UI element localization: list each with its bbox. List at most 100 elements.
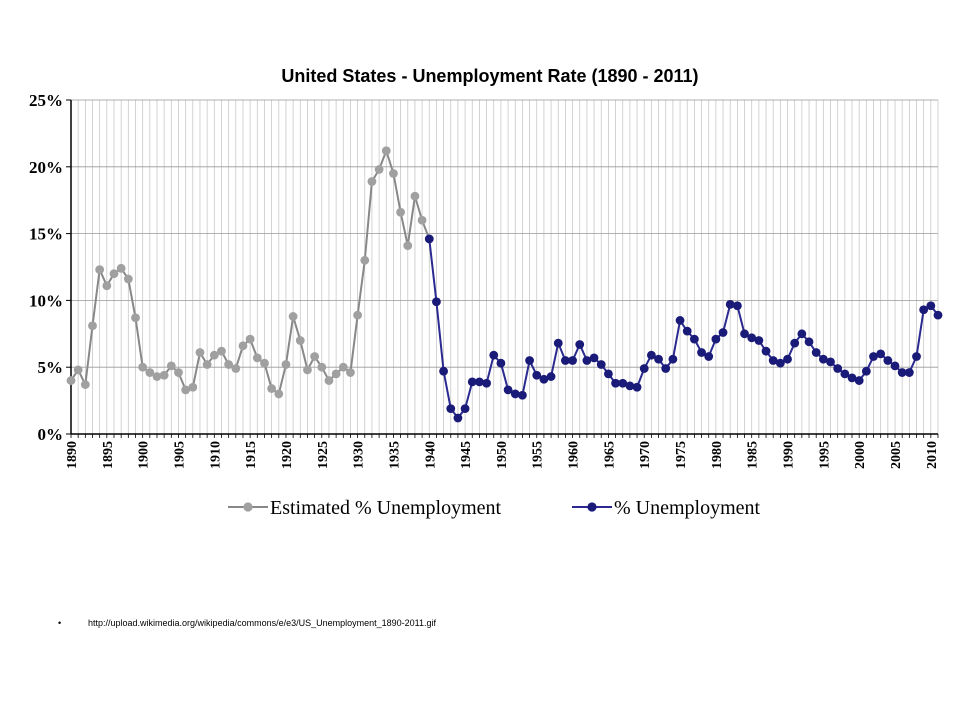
data-point-actual [439,366,448,376]
data-point-estimated [224,360,234,369]
data-point-actual [675,316,685,325]
data-point-actual [525,356,534,365]
data-point-actual [826,357,835,367]
data-point-actual [518,390,527,400]
data-point-estimated [159,370,169,380]
x-tick-label: 1960 [567,441,582,469]
data-point-estimated [181,385,191,395]
legend-swatch-actual-marker [587,502,597,512]
data-point-actual [539,374,549,384]
x-tick-label: 1900 [137,441,152,469]
data-point-estimated [188,382,198,392]
data-point-actual [790,338,800,348]
data-point-estimated [102,281,112,291]
data-point-estimated [80,380,90,389]
data-point-actual [818,354,828,364]
y-tick-label: 10% [29,291,63,310]
legend: Estimated % Unemployment % Unemployment [228,497,761,519]
data-point-actual [840,369,850,379]
data-point-estimated [360,255,370,265]
data-point-estimated [353,310,363,320]
x-tick-label: 1995 [817,441,832,469]
data-point-actual [912,352,921,361]
x-tick-label: 1985 [746,441,761,469]
data-point-actual [775,358,785,368]
data-point-actual [883,356,893,365]
data-point-estimated [274,389,284,399]
data-point-actual [467,377,477,387]
data-point-estimated [303,365,312,375]
footnote-bullet: • [58,618,62,628]
data-point-actual [926,301,936,311]
data-point-actual [919,305,929,315]
data-point-estimated [217,346,226,356]
data-point-actual [697,348,706,357]
data-point-actual [424,234,434,244]
x-tick-label: 2010 [925,441,940,469]
data-point-actual [682,326,692,336]
x-tick-label: 1935 [387,441,402,469]
data-point-actual [654,354,663,364]
y-tick-label: 0% [38,425,64,444]
data-point-actual [489,350,499,360]
data-point-actual [475,377,484,387]
data-point-estimated [138,362,148,372]
data-point-estimated [331,369,341,379]
data-point-estimated [281,360,291,369]
data-series [66,146,943,423]
data-point-estimated [95,265,105,275]
legend-label-estimated: Estimated % Unemployment [270,497,502,519]
source-footnote: • http://upload.wikimedia.org/wikipedia/c… [58,618,436,628]
data-point-actual [582,356,592,365]
x-tick-label: 1940 [423,441,438,469]
data-point-actual [460,404,470,414]
data-point-actual [661,364,671,373]
y-tick-label: 5% [38,358,64,377]
data-point-estimated [410,191,420,201]
data-point-actual [618,378,628,388]
data-point-estimated [123,274,133,284]
data-point-actual [646,350,656,360]
data-point-estimated [231,364,241,373]
data-point-actual [689,334,699,344]
data-point-actual [432,297,441,307]
y-tick-label: 20% [29,158,63,177]
data-point-actual [761,346,771,356]
data-point-estimated [145,368,155,377]
data-point-actual [811,348,821,357]
data-point-actual [754,336,764,345]
data-point-actual [854,376,864,385]
data-point-actual [718,328,728,337]
x-tick-label: 1945 [459,441,474,469]
data-point-actual [783,354,792,364]
data-point-actual [704,352,714,361]
data-point-actual [668,354,678,364]
chart-title: United States - Unemployment Rate (1890 … [281,66,698,86]
data-point-actual [553,338,563,348]
x-tick-label: 1905 [172,441,187,469]
data-point-estimated [195,348,205,357]
data-point-estimated [389,169,398,178]
data-point-estimated [295,336,305,345]
data-point-estimated [174,368,183,377]
data-point-estimated [238,341,248,351]
data-point-estimated [310,352,320,361]
data-point-actual [833,364,843,373]
data-point-estimated [396,207,406,217]
data-point-actual [740,329,749,339]
data-point-estimated [317,362,327,372]
legend-label-actual: % Unemployment [614,497,761,519]
x-tick-label: 1970 [638,441,653,469]
x-tick-label: 1975 [674,441,689,469]
data-point-estimated [109,269,119,279]
data-point-actual [611,378,620,388]
data-point-estimated [245,334,255,344]
data-point-estimated [417,215,427,225]
data-point-estimated [338,362,348,372]
data-point-actual [768,356,778,365]
x-tick-label: 1920 [280,441,295,469]
data-point-actual [711,334,721,344]
data-point-estimated [346,368,355,377]
data-point-actual [453,413,463,423]
data-point-actual [503,385,513,395]
